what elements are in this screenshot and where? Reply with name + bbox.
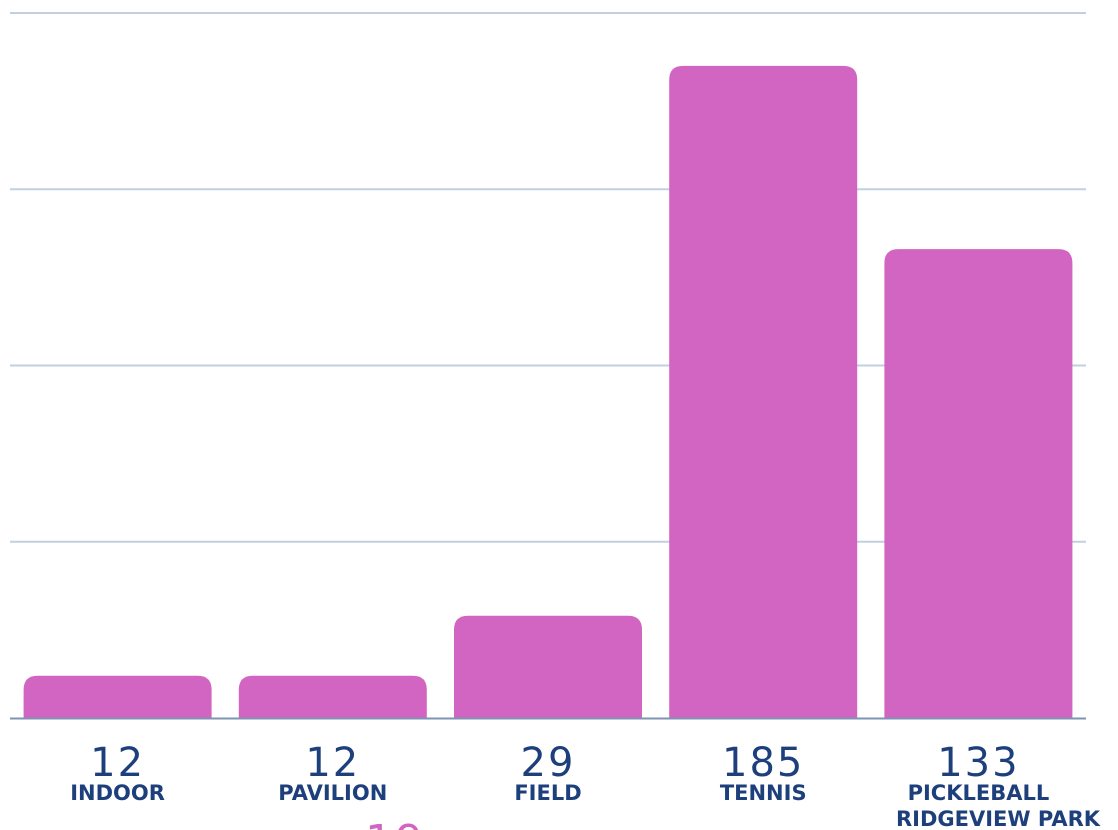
category-label-pickleball: PICKLEBALL	[908, 781, 1050, 805]
data-label-tennis: 185	[722, 740, 804, 786]
data-label-indoor: 12	[90, 740, 145, 786]
category-label-field: FIELD	[514, 781, 581, 805]
cropped-value-label: 19	[365, 816, 425, 830]
bar-indoor	[23, 675, 212, 718]
data-label-pickleball: 133	[937, 740, 1019, 786]
data-label-pavilion: 12	[305, 740, 360, 786]
data-label-field: 29	[521, 740, 576, 786]
labels: 12INDOOR12PAVILION29FIELD185TENNIS133PIC…	[70, 740, 1049, 805]
category-label-tennis: TENNIS	[720, 781, 807, 805]
bar-tennis	[669, 65, 858, 718]
category-label-indoor: INDOOR	[70, 781, 165, 805]
footer-label: RIDGEVIEW PARK	[896, 807, 1101, 830]
category-label-pavilion: PAVILION	[278, 781, 387, 805]
bars	[23, 65, 1073, 719]
bar-field	[454, 615, 642, 718]
bar-pickleball	[884, 249, 1073, 719]
bar-pavilion	[238, 675, 427, 718]
